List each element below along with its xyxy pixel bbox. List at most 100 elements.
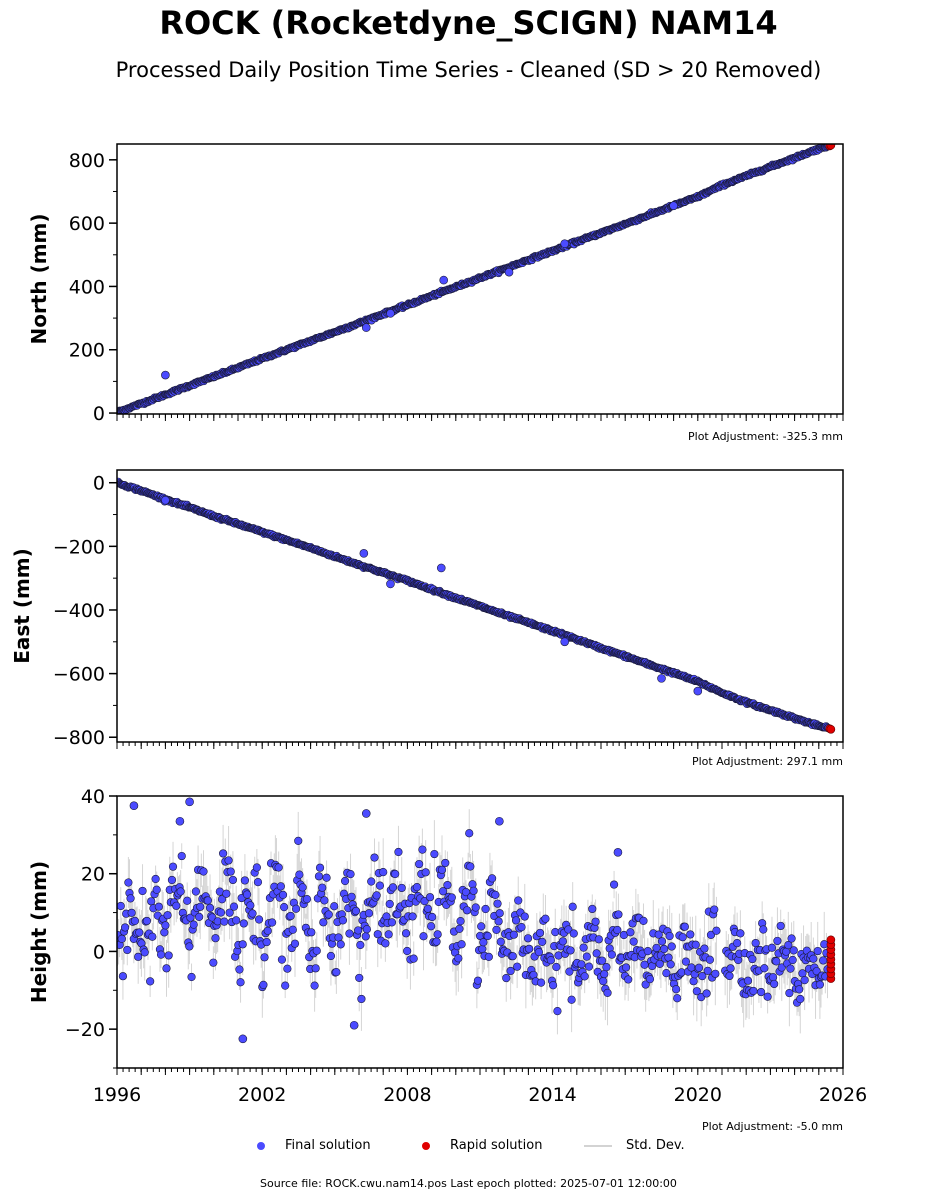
data-point bbox=[373, 930, 382, 939]
data-point bbox=[346, 869, 355, 879]
data-point bbox=[254, 915, 264, 924]
data-point bbox=[736, 929, 745, 938]
data-point bbox=[626, 928, 635, 937]
data-point bbox=[599, 977, 608, 986]
x-tick-label: 2014 bbox=[528, 1084, 576, 1106]
plot-adjustment-label: Plot Adjustment: -5.0 mm bbox=[702, 1120, 843, 1133]
data-point bbox=[290, 939, 300, 948]
data-point bbox=[785, 988, 794, 998]
data-point bbox=[710, 905, 719, 914]
data-point bbox=[126, 894, 135, 903]
y-axis-label: Height (mm) bbox=[27, 861, 51, 1003]
data-point bbox=[705, 955, 715, 964]
data-point bbox=[437, 865, 447, 874]
data-point bbox=[703, 966, 712, 975]
final-solution-points bbox=[117, 477, 833, 733]
y-axis-label: East (mm) bbox=[10, 548, 34, 664]
data-point bbox=[123, 945, 132, 955]
outlier-point bbox=[361, 323, 371, 332]
data-point bbox=[786, 964, 795, 973]
data-point bbox=[295, 870, 304, 879]
data-point bbox=[660, 944, 669, 954]
data-point bbox=[767, 943, 777, 952]
data-point bbox=[138, 886, 147, 896]
data-point bbox=[260, 953, 269, 962]
outlier-point bbox=[238, 1034, 248, 1044]
data-point bbox=[784, 941, 793, 950]
data-point bbox=[162, 964, 171, 973]
chart-subtitle: Processed Daily Position Time Series - C… bbox=[115, 58, 822, 82]
legend-item-std: Std. Dev. bbox=[584, 1138, 685, 1153]
data-point bbox=[478, 944, 487, 954]
rapid-solution-points bbox=[825, 144, 836, 151]
data-point bbox=[602, 963, 611, 972]
data-point bbox=[768, 973, 778, 982]
outlier-point bbox=[185, 797, 194, 807]
data-point bbox=[330, 902, 339, 911]
data-point bbox=[477, 922, 486, 931]
legend-item-rapid: Rapid solution bbox=[422, 1138, 542, 1153]
data-point bbox=[177, 851, 186, 861]
data-point bbox=[361, 932, 370, 941]
data-point bbox=[588, 904, 597, 914]
data-point bbox=[322, 873, 331, 882]
y-tick-label: −400 bbox=[53, 600, 105, 622]
data-point bbox=[759, 925, 768, 934]
data-point bbox=[496, 937, 505, 946]
data-point bbox=[187, 972, 196, 982]
outlier-point bbox=[613, 848, 623, 857]
data-point bbox=[506, 966, 515, 976]
data-point bbox=[224, 856, 233, 865]
data-point bbox=[558, 937, 567, 946]
data-point bbox=[370, 853, 379, 862]
plot-area bbox=[117, 477, 836, 734]
data-point bbox=[367, 877, 376, 886]
data-point bbox=[597, 956, 607, 965]
data-point bbox=[819, 956, 828, 965]
data-point bbox=[152, 885, 161, 894]
data-point bbox=[312, 946, 321, 955]
y-tick-label: 400 bbox=[69, 276, 105, 298]
outlier-point bbox=[495, 816, 504, 826]
data-point bbox=[466, 862, 475, 871]
data-point bbox=[455, 924, 464, 933]
outlier-point bbox=[439, 275, 449, 285]
data-point bbox=[281, 981, 290, 990]
data-point bbox=[347, 892, 356, 901]
data-point bbox=[222, 889, 231, 898]
data-point bbox=[427, 922, 436, 931]
data-point bbox=[495, 909, 504, 918]
y-tick-label: −800 bbox=[53, 727, 105, 749]
x-tick-label: 1996 bbox=[93, 1084, 141, 1106]
data-point bbox=[691, 940, 700, 949]
data-point bbox=[706, 930, 716, 939]
data-point bbox=[354, 926, 363, 935]
data-point bbox=[462, 906, 472, 915]
data-point bbox=[216, 908, 226, 917]
data-point bbox=[760, 964, 769, 973]
data-point bbox=[127, 908, 136, 917]
data-point bbox=[457, 940, 466, 949]
y-tick-label: 40 bbox=[81, 786, 105, 808]
data-point bbox=[800, 976, 809, 985]
data-point bbox=[541, 914, 550, 923]
data-point bbox=[553, 1007, 562, 1016]
data-point bbox=[641, 980, 650, 989]
data-point bbox=[168, 862, 178, 871]
data-point bbox=[483, 931, 492, 941]
data-point bbox=[319, 918, 328, 927]
data-point bbox=[662, 969, 671, 978]
panel-0: 0 200 400 600 800 North (mm) Plot Adjustment: … bbox=[27, 143, 844, 443]
data-point bbox=[751, 938, 760, 948]
plot-adjustment-label: Plot Adjustment: -325.3 mm bbox=[688, 430, 843, 443]
data-point bbox=[124, 878, 133, 887]
data-point bbox=[517, 922, 526, 932]
x-tick-label: 2008 bbox=[383, 1084, 431, 1106]
data-point bbox=[314, 872, 324, 881]
data-point bbox=[654, 930, 663, 939]
data-point bbox=[473, 976, 483, 985]
data-point bbox=[433, 930, 442, 939]
data-point bbox=[447, 893, 456, 902]
data-point bbox=[471, 903, 480, 912]
data-point bbox=[146, 977, 155, 986]
